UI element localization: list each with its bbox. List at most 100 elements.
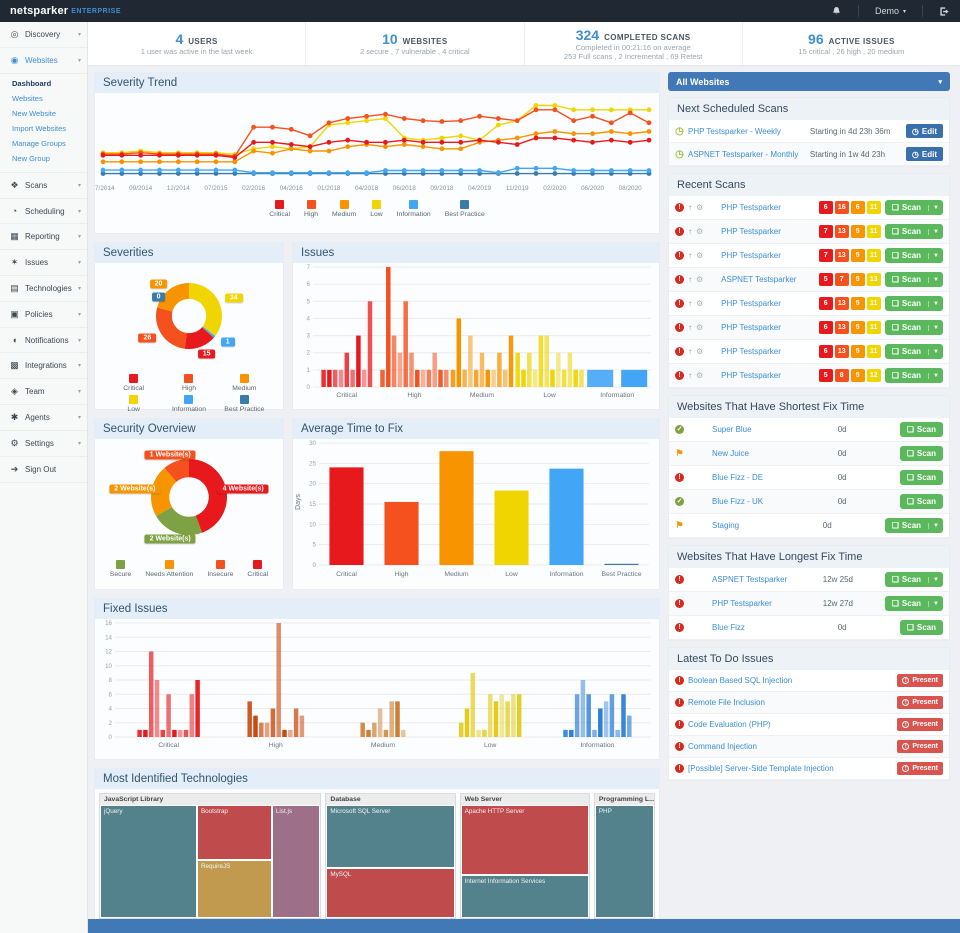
- sidebar-item-discovery[interactable]: ◎ Discovery ▾: [0, 22, 87, 48]
- scan-button[interactable]: ❏ Scan: [899, 446, 943, 461]
- scan-button[interactable]: ❏ Scan: [899, 494, 943, 509]
- scan-dropdown-caret[interactable]: ▼: [928, 600, 943, 607]
- user-menu[interactable]: Demo ▾: [875, 6, 906, 16]
- scan-dropdown-caret[interactable]: ▼: [928, 522, 943, 529]
- submenu-item-new-website[interactable]: New Website: [12, 109, 57, 118]
- submenu-item-dashboard[interactable]: Dashboard: [12, 79, 52, 88]
- sidebar-item-settings[interactable]: ⚙ Settings ▾: [0, 431, 87, 457]
- sidebar-item-team[interactable]: ◈ Team ▾: [0, 379, 87, 405]
- treemap-cell-microsoft-sql-server[interactable]: Microsoft SQL Server: [326, 805, 455, 869]
- scan-website-link[interactable]: PHP Testsparker: [721, 227, 781, 236]
- scan-button[interactable]: ❏ Scan ▼: [884, 344, 943, 359]
- treemap-cell-label: jQuery: [104, 808, 123, 815]
- scan-dropdown-caret[interactable]: ▼: [928, 252, 943, 259]
- submenu-item-websites[interactable]: Websites: [12, 94, 43, 103]
- website-link[interactable]: Blue Fizz - DE: [712, 473, 764, 482]
- scan-website-link[interactable]: PHP Testsparker: [721, 347, 781, 356]
- sidebar-item-agents[interactable]: ✱ Agents ▾: [0, 405, 87, 431]
- scan-button[interactable]: ❏ Scan ▼: [884, 200, 943, 215]
- scan-website-link[interactable]: PHP Testsparker: [721, 299, 781, 308]
- treemap-cell-jquery[interactable]: jQuery: [100, 805, 197, 918]
- sidebar-item-websites[interactable]: ◉ Websites ▾: [0, 48, 87, 74]
- scan-button[interactable]: ❏ Scan ▼: [884, 224, 943, 239]
- svg-text:09/2018: 09/2018: [430, 185, 454, 192]
- website-link[interactable]: PHP Testsparker: [712, 599, 772, 608]
- scheduled-scan-name[interactable]: ASPNET Testsparker - Monthly: [688, 149, 799, 159]
- website-link[interactable]: ASPNET Testsparker: [712, 575, 788, 584]
- svg-text:Low: Low: [505, 571, 518, 578]
- present-badge[interactable]: ! Present: [897, 718, 943, 731]
- svg-text:0: 0: [109, 734, 113, 741]
- sidebar-item-policies[interactable]: ▣ Policies ▾: [0, 302, 87, 328]
- scan-dropdown-caret[interactable]: ▼: [928, 372, 943, 379]
- scan-website-link[interactable]: PHP Testsparker: [721, 203, 781, 212]
- scan-dropdown-caret[interactable]: ▼: [928, 276, 943, 283]
- sidebar-item-reporting[interactable]: ▦ Reporting ▾: [0, 224, 87, 250]
- scan-button[interactable]: ❏ Scan ▼: [884, 518, 943, 533]
- scan-dropdown-caret[interactable]: ▼: [928, 300, 943, 307]
- website-link[interactable]: Staging: [712, 521, 740, 530]
- todo-issue-link[interactable]: [Possible] Server-Side Template Injectio…: [688, 764, 834, 773]
- scan-dropdown-caret[interactable]: ▼: [928, 204, 943, 211]
- website-link[interactable]: Super Blue: [712, 425, 752, 434]
- panel-title: Most Identified Technologies: [95, 769, 659, 789]
- security-overview-donut-chart: 4 Website(s) 2 Website(s) 2 Website(s) 1 We…: [95, 439, 283, 589]
- submenu-item-manage-groups[interactable]: Manage Groups: [12, 139, 66, 148]
- scan-website-link[interactable]: PHP Testsparker: [721, 251, 781, 260]
- website-link[interactable]: Blue Fizz: [712, 623, 745, 632]
- scan-button[interactable]: ❏ Scan ▼: [884, 320, 943, 335]
- scan-button[interactable]: ❏ Scan ▼: [884, 368, 943, 383]
- scan-dropdown-caret[interactable]: ▼: [928, 576, 943, 583]
- scan-dropdown-caret[interactable]: ▼: [928, 324, 943, 331]
- treemap-cell-php[interactable]: PHP: [594, 805, 654, 918]
- website-link[interactable]: New Juice: [712, 449, 749, 458]
- scan-button[interactable]: ❏ Scan ▼: [884, 272, 943, 287]
- present-badge[interactable]: ! Present: [897, 674, 943, 687]
- present-badge[interactable]: ! Present: [897, 696, 943, 709]
- treemap-cell-requirejs[interactable]: RequireJS: [196, 860, 272, 918]
- scan-button[interactable]: ❏ Scan ▼: [884, 296, 943, 311]
- treemap-group-javascript-library: JavaScript Library jQuery Bootstrap Require…: [99, 793, 322, 919]
- treemap-cell-bootstrap[interactable]: Bootstrap: [196, 805, 272, 861]
- scan-button[interactable]: ❏ Scan ▼: [884, 596, 943, 611]
- sidebar-item-notifications[interactable]: ◖ Notifications ▾: [0, 328, 87, 353]
- fixed-issues-chart: 0 2 4 6 8 10 12 14 16 Critical High Medium Low Inform…: [95, 619, 659, 759]
- sidebar-item-issues[interactable]: ✶ Issues ▾: [0, 250, 87, 276]
- edit-button[interactable]: ◷ Edit: [905, 147, 943, 161]
- submenu-item-import-websites[interactable]: Import Websites: [12, 124, 67, 133]
- scan-website-link[interactable]: ASPNET Testsparker: [721, 275, 797, 284]
- sidebar-item-integrations[interactable]: ▩ Integrations ▾: [0, 353, 87, 379]
- notifications-bell-icon[interactable]: [831, 6, 842, 17]
- sidebar-item-sign-out[interactable]: ➔ Sign Out: [0, 457, 87, 483]
- sidebar-item-scans[interactable]: ❖ Scans ▾: [0, 173, 87, 199]
- todo-issue-link[interactable]: Code Evaluation (PHP): [688, 720, 771, 729]
- sidebar-item-scheduling[interactable]: ◔ Scheduling ▾: [0, 199, 87, 224]
- treemap-cell-list-js[interactable]: List.js: [271, 805, 321, 918]
- scan-website-link[interactable]: PHP Testsparker: [721, 371, 781, 380]
- scan-dropdown-caret[interactable]: ▼: [928, 348, 943, 355]
- edit-button[interactable]: ◷ Edit: [905, 124, 943, 138]
- submenu-item-new-group[interactable]: New Group: [12, 154, 50, 163]
- present-badge[interactable]: ! Present: [897, 762, 943, 775]
- treemap-cell-apache-http-server[interactable]: Apache HTTP Server: [460, 805, 589, 876]
- websites-filter-dropdown[interactable]: All Websites ▾: [668, 72, 950, 91]
- scan-dropdown-caret[interactable]: ▼: [928, 228, 943, 235]
- website-link[interactable]: Blue Fizz - UK: [712, 497, 764, 506]
- todo-issue-link[interactable]: Boolean Based SQL Injection: [688, 676, 793, 685]
- gear-icon: ⚙: [696, 203, 704, 212]
- scan-button[interactable]: ❏ Scan ▼: [884, 572, 943, 587]
- sidebar-item-technologies[interactable]: ▤ Technologies ▾: [0, 276, 87, 302]
- scan-website-link[interactable]: PHP Testsparker: [721, 323, 781, 332]
- treemap-cell-internet-information-services[interactable]: Internet Information Services: [460, 875, 589, 918]
- scan-button[interactable]: ❏ Scan: [899, 620, 943, 635]
- todo-issue-link[interactable]: Remote File Inclusion: [688, 698, 765, 707]
- todo-issue-link[interactable]: Command Injection: [688, 742, 757, 751]
- scan-button[interactable]: ❏ Scan: [899, 422, 943, 437]
- scan-button[interactable]: ❏ Scan ▼: [884, 248, 943, 263]
- present-badge[interactable]: ! Present: [897, 740, 943, 753]
- scan-button[interactable]: ❏ Scan: [899, 470, 943, 485]
- alert-icon: !: [675, 473, 684, 482]
- sign-out-icon[interactable]: [939, 6, 950, 17]
- treemap-cell-mysql[interactable]: MySQL: [326, 868, 455, 918]
- scheduled-scan-name[interactable]: PHP Testsparker - Weekly: [688, 126, 781, 136]
